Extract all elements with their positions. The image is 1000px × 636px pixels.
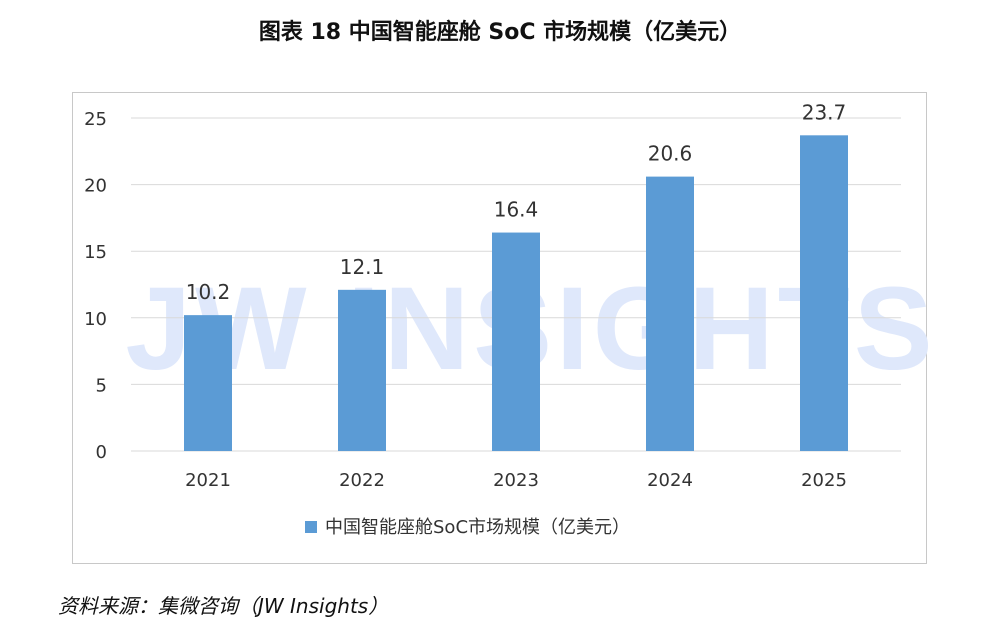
legend-swatch: [305, 521, 317, 533]
y-tick-label: 0: [96, 442, 107, 463]
x-tick-label: 2021: [185, 470, 231, 491]
y-tick-label: 5: [96, 375, 107, 396]
source-note: 资料来源：集微咨询（JW Insights）: [58, 594, 389, 618]
y-tick-label: 20: [84, 176, 107, 197]
data-label: 10.2: [186, 280, 231, 304]
y-tick-label: 10: [84, 309, 107, 330]
x-tick-label: 2024: [647, 470, 693, 491]
y-tick-label: 25: [84, 109, 107, 130]
x-tick-label: 2022: [339, 470, 385, 491]
bar-2021: [184, 315, 232, 451]
legend: 中国智能座舱SoC市场规模（亿美元）: [305, 517, 630, 538]
legend-label: 中国智能座舱SoC市场规模（亿美元）: [325, 517, 630, 538]
y-tick-label: 15: [84, 242, 107, 263]
bar-2024: [646, 176, 694, 451]
data-label: 20.6: [648, 142, 693, 166]
figure-title: 图表 18 中国智能座舱 SoC 市场规模（亿美元）: [258, 20, 742, 45]
data-label: 23.7: [802, 100, 847, 124]
data-label: 12.1: [340, 255, 385, 279]
data-label: 16.4: [494, 198, 539, 222]
bar-2023: [492, 232, 540, 451]
x-tick-label: 2023: [493, 470, 539, 491]
x-tick-label: 2025: [801, 470, 847, 491]
bar-2022: [338, 289, 386, 451]
bar-2025: [800, 135, 848, 451]
